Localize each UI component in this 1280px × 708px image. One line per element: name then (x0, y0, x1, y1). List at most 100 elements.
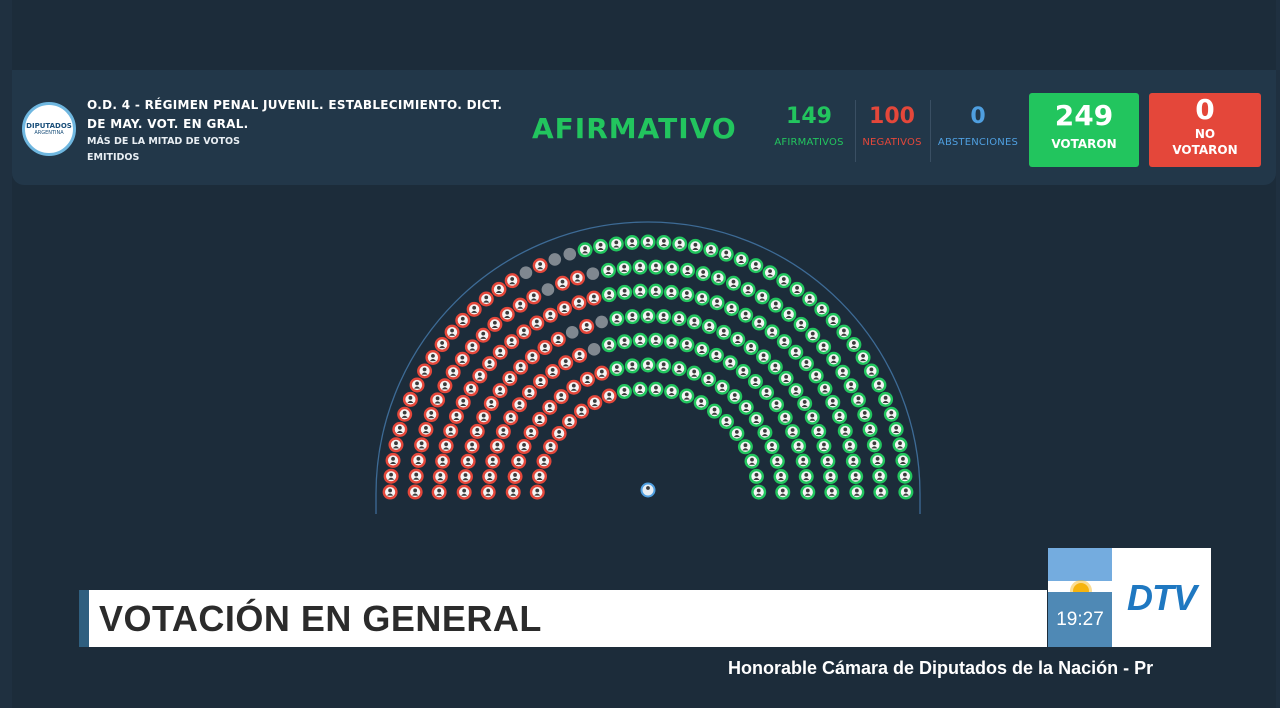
negative-seat-icon (511, 453, 527, 469)
affirmative-seat-icon (776, 334, 792, 350)
affirmative-seat-icon (816, 339, 832, 355)
affirmative-seat-icon (694, 341, 710, 357)
negative-seat-icon (489, 438, 505, 454)
affirmative-seat-icon (883, 406, 899, 422)
negative-seat-icon (587, 395, 603, 411)
negative-seat-icon (543, 439, 559, 455)
affirmative-seat-icon (709, 295, 725, 311)
motion-title: O.D. 4 - RÉGIMEN PENAL JUVENIL. ESTABLEC… (87, 98, 503, 131)
negative-seat-icon (558, 355, 574, 371)
affirmative-seat-icon (776, 273, 792, 289)
majority-rule: MÁS DE LA MITAD DE VOTOS EMITIDOS (87, 136, 240, 163)
negative-seat-icon (457, 469, 473, 485)
affirmative-seat-icon (825, 394, 841, 410)
negative-seat-icon (455, 394, 471, 410)
affirmative-seat-icon (791, 438, 807, 454)
absent-seat-icon (519, 266, 533, 279)
affirmative-seat-icon (600, 262, 616, 278)
hemicycle-outline (375, 221, 921, 514)
negative-seat-icon (532, 468, 548, 484)
negative-seat-icon (425, 349, 441, 365)
absent-seat-icon (548, 253, 562, 266)
absent-seat-icon (565, 326, 579, 339)
affirmative-seat-icon (748, 411, 764, 427)
affirmative-seat-icon (788, 344, 804, 360)
negative-seat-icon (460, 453, 476, 469)
negative-seat-icon (499, 306, 515, 322)
affirmative-seat-icon (671, 361, 687, 377)
affirmative-seat-icon (767, 359, 783, 375)
affirmative-seat-icon (802, 291, 818, 307)
affirmative-seat-icon (751, 315, 767, 331)
affirmative-seat-icon (797, 396, 813, 412)
affirmative-seat-icon (892, 437, 908, 453)
negative-seat-icon (492, 344, 508, 360)
negative-seat-icon (513, 359, 529, 375)
negative-seat-icon (533, 373, 549, 389)
affirmative-seat-icon (714, 379, 730, 395)
not-voted-label: NO VOTARON (1172, 127, 1238, 157)
negative-seat-icon (511, 397, 527, 413)
negative-seat-icon (435, 453, 451, 469)
affirmative-seat-icon (764, 324, 780, 340)
negative-seat-icon (482, 469, 498, 485)
affirmative-label: AFIRMATIVOS (774, 137, 844, 148)
affirmative-seat-icon (617, 284, 633, 300)
negative-seat-icon (418, 422, 434, 438)
affirmative-seat-icon (632, 381, 648, 397)
negative-seat-icon (487, 316, 503, 332)
affirmative-seat-icon (855, 349, 871, 365)
affirmative-seat-icon (640, 234, 656, 250)
affirmative-seat-icon (725, 275, 741, 291)
affirmative-seat-icon (897, 468, 913, 484)
absent-seat-icon (541, 283, 555, 296)
affirmative-seat-icon (740, 282, 756, 298)
affirmative-seat-icon (656, 309, 672, 325)
voted-box: 249 VOTARON (1029, 93, 1139, 167)
negative-seat-icon (434, 337, 450, 353)
affirmative-seat-icon (798, 469, 814, 485)
negative-seat-icon (383, 468, 399, 484)
affirmative-seat-icon (735, 363, 751, 379)
affirmative-seat-icon (804, 409, 820, 425)
affirmative-seat-icon (795, 453, 811, 469)
affirmative-seat-icon (663, 284, 679, 300)
affirmative-seat-icon (849, 484, 865, 500)
negative-label: NEGATIVOS (862, 137, 922, 148)
affirmative-seat-icon (679, 287, 695, 303)
affirmative-seat-icon (648, 259, 664, 275)
abstention-label: ABSTENCIONES (937, 137, 1019, 148)
affirmative-seat-icon (624, 358, 640, 374)
affirmative-seat-icon (837, 423, 853, 439)
affirmative-seat-icon (757, 425, 773, 441)
affirmative-seat-icon (816, 438, 832, 454)
affirmative-seat-icon (808, 368, 824, 384)
channel-logo-box (1112, 548, 1211, 647)
affirmative-seat-icon (762, 265, 778, 281)
affirmative-seat-icon (694, 290, 710, 306)
negative-seat-icon (402, 391, 418, 407)
affirmative-seat-icon (672, 236, 688, 252)
stat-divider (855, 100, 856, 162)
negative-seat-icon (414, 437, 430, 453)
affirmative-seat-icon (754, 289, 770, 305)
affirmative-seat-icon (857, 407, 873, 423)
negative-seat-icon (454, 351, 470, 367)
negative-seat-icon (512, 297, 528, 313)
absent-seat-icon (587, 343, 601, 356)
affirmative-seat-icon (701, 319, 717, 335)
affirmative-seat-icon (748, 258, 764, 274)
negative-count: 100 (869, 104, 915, 129)
affirmative-seat-icon (764, 439, 780, 455)
affirmative-seat-icon (845, 453, 861, 469)
negative-seat-icon (579, 371, 595, 387)
affirmative-seat-icon (773, 469, 789, 485)
affirmative-seat-icon (601, 287, 617, 303)
absent-seat-icon (595, 315, 608, 329)
affirmative-seat-icon (632, 259, 648, 275)
affirmative-seat-icon (823, 469, 839, 485)
negative-seat-icon (586, 290, 602, 306)
affirmative-seat-icon (862, 422, 878, 438)
dtv-logo-icon: DTV (1127, 577, 1197, 618)
